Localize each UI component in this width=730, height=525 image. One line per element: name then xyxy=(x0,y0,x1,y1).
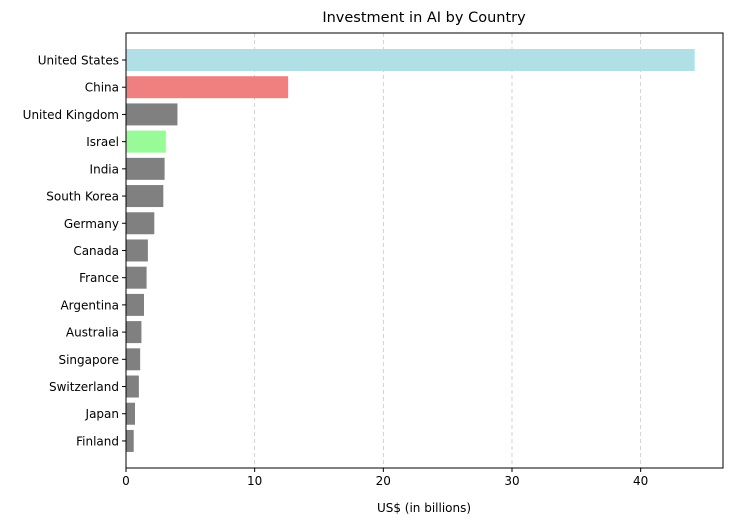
x-tick-label: 20 xyxy=(376,474,391,488)
bar xyxy=(126,375,139,398)
bar xyxy=(126,157,165,180)
bar xyxy=(126,348,141,371)
plot-area-frame xyxy=(125,32,724,469)
y-tick-label: Australia xyxy=(66,326,119,340)
bar xyxy=(126,429,134,452)
y-tick-label: Singapore xyxy=(58,353,119,367)
y-tick-label: Canada xyxy=(73,244,119,258)
y-tick-label: Germany xyxy=(64,217,119,231)
bar xyxy=(126,76,289,99)
bar xyxy=(126,212,155,235)
x-tick-label: 30 xyxy=(504,474,519,488)
bar xyxy=(126,402,136,425)
x-axis-label: US$ (in billions) xyxy=(377,501,471,515)
bar xyxy=(126,266,147,289)
x-tick-label: 10 xyxy=(247,474,262,488)
y-tick-label: United States xyxy=(38,54,119,68)
y-tick-label: India xyxy=(90,162,119,176)
y-tick-label: Finland xyxy=(76,434,119,448)
bar xyxy=(126,185,164,208)
y-tick-label: Argentina xyxy=(60,298,119,312)
bar xyxy=(126,103,178,126)
y-tick-label: Japan xyxy=(85,407,119,421)
x-tick-label: 40 xyxy=(633,474,648,488)
y-tick-label: China xyxy=(85,81,119,95)
gridlines xyxy=(254,33,642,468)
y-axis-ticks: United States China United Kingdom Israel In… xyxy=(23,54,126,448)
bar xyxy=(126,49,695,71)
y-tick-label: Israel xyxy=(86,135,119,149)
x-axis-ticks: 0 10 20 30 40 xyxy=(122,468,648,488)
bar xyxy=(126,293,145,316)
bar xyxy=(126,130,166,153)
y-tick-label: United Kingdom xyxy=(23,108,119,122)
x-tick-label: 0 xyxy=(122,474,130,488)
bar xyxy=(126,321,142,344)
y-tick-label: Switzerland xyxy=(49,380,119,394)
y-tick-label: South Korea xyxy=(46,190,119,204)
bars xyxy=(126,49,695,452)
chart-title: Investment in AI by Country xyxy=(322,10,526,26)
y-tick-label: France xyxy=(79,271,119,285)
bar xyxy=(126,239,148,262)
